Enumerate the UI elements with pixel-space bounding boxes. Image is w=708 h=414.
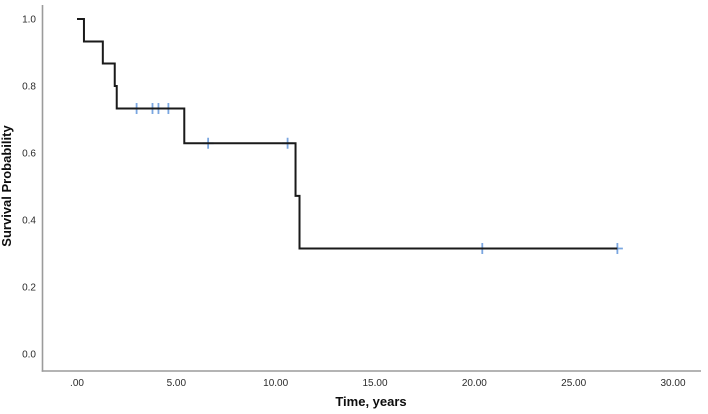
y-axis-title: Survival Probability [0, 125, 14, 247]
axes-layer: 0.0 0.2 0.4 0.6 0.8 1.0 .00 5.00 10.00 15.00 20.00… [22, 5, 701, 389]
x-tick-label: .00 [70, 378, 84, 389]
y-tick-label: 0.8 [22, 82, 36, 93]
x-tick-label: 20.00 [462, 378, 487, 389]
censor-marks-layer [131, 102, 623, 254]
survival-curve-path [77, 18, 618, 250]
y-tick-label: 0.2 [22, 283, 36, 294]
x-tick-label: 30.00 [660, 378, 685, 389]
survival-curve-layer [77, 18, 618, 250]
x-tick-label: 15.00 [362, 378, 387, 389]
y-tick-label: 0.6 [22, 149, 36, 160]
x-tick-label: 25.00 [561, 378, 586, 389]
y-tick-label: 0.4 [22, 216, 36, 227]
x-tick-label: 10.00 [263, 378, 288, 389]
y-tick-label: 1.0 [22, 15, 36, 26]
x-tick-label: 5.00 [167, 378, 187, 389]
x-axis-title: Time, years [335, 394, 406, 409]
y-tick-label: 0.0 [22, 350, 36, 361]
